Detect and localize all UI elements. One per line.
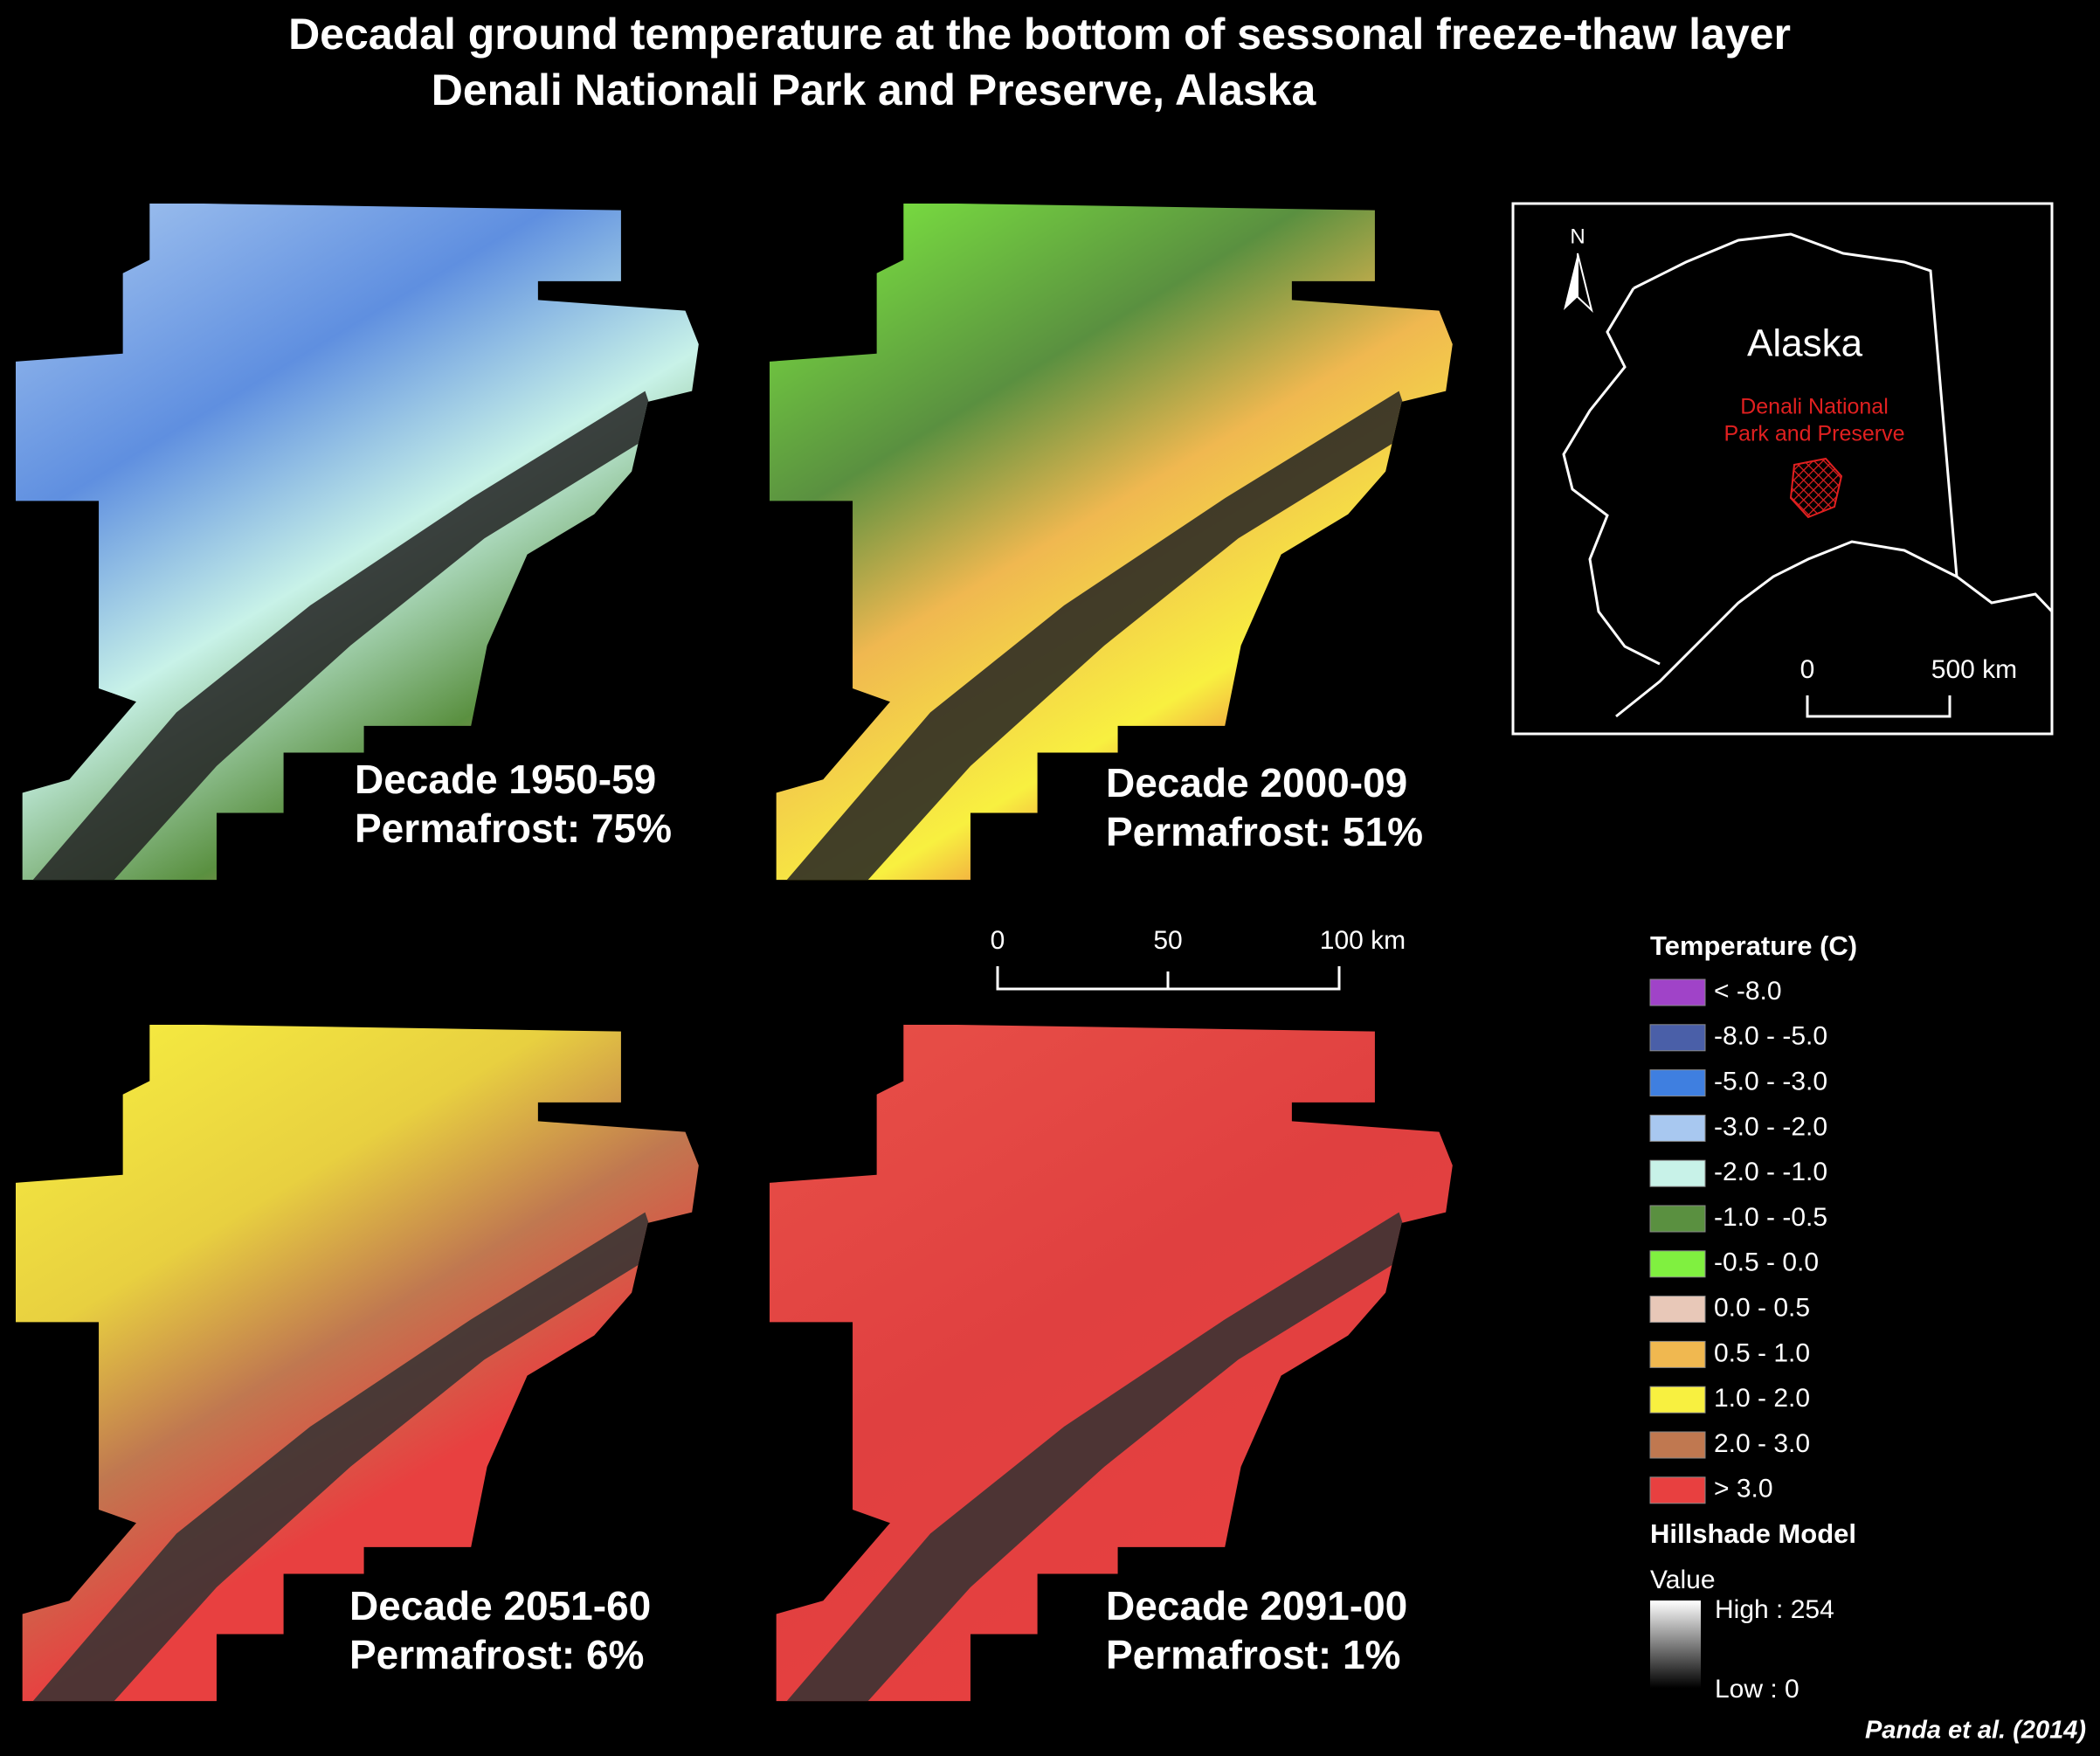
legend-swatch (1649, 1431, 1706, 1459)
permafrost-label: Permafrost: 1% (1106, 1632, 1400, 1677)
scale-label: 0 (991, 926, 1005, 955)
legend-label: 0.5 - 1.0 (1714, 1338, 1810, 1367)
legend-label: -8.0 - -5.0 (1714, 1022, 1827, 1051)
park-label: Denali National (1740, 395, 1889, 419)
inset-map: N Alaska Denali National Park and Preser… (1511, 202, 2054, 736)
scale-bar: 0 50 100 km (991, 926, 1406, 991)
map-panel (16, 204, 699, 881)
map-panel (770, 204, 1453, 881)
permafrost-label: Permafrost: 51% (1106, 809, 1423, 854)
legend-title: Temperature (C) (1650, 930, 1857, 961)
legend-label: -3.0 - -2.0 (1714, 1112, 1827, 1141)
scale-label: 50 (1153, 926, 1182, 955)
legend-swatch (1649, 1476, 1706, 1504)
legend-label: -1.0 - -0.5 (1714, 1203, 1827, 1232)
map-panel (16, 1025, 699, 1702)
hillshade-title: Hillshade Model (1650, 1518, 1856, 1549)
permafrost-label: Permafrost: 75% (355, 805, 672, 851)
citation: Panda et al. (2014) (1865, 1717, 2086, 1745)
legend-swatch (1649, 1114, 1706, 1142)
legend-label: < -8.0 (1714, 977, 1782, 1006)
legend-swatch (1649, 1159, 1706, 1187)
north-label: N (1570, 225, 1585, 248)
hillshade-ramp (1650, 1600, 1701, 1688)
decade-label: Decade 1950-59 (355, 757, 656, 802)
legend-swatch (1649, 1340, 1706, 1368)
subtitle: Denali Nationali Park and Preserve, Alas… (432, 66, 1317, 114)
decade-label: Decade 2000-09 (1106, 760, 1407, 805)
legend-swatch (1649, 1386, 1706, 1414)
map-panel (770, 1025, 1453, 1702)
legend: Temperature (C) Hillshade Model Value Hi… (1649, 930, 1857, 1704)
scale-label: 100 km (1320, 926, 1406, 955)
legend-swatch (1649, 1296, 1706, 1324)
legend-label: -2.0 - -1.0 (1714, 1158, 1827, 1186)
decade-label: Decade 2091-00 (1106, 1583, 1407, 1628)
legend-label: 1.0 - 2.0 (1714, 1384, 1810, 1413)
park-label: Park and Preserve (1724, 422, 1904, 446)
legend-label: -5.0 - -3.0 (1714, 1068, 1827, 1096)
permafrost-label: Permafrost: 6% (349, 1632, 644, 1677)
hillshade-high: High : 254 (1715, 1595, 1834, 1624)
legend-label: 2.0 - 3.0 (1714, 1429, 1810, 1458)
legend-label: > 3.0 (1714, 1475, 1773, 1504)
title: Decadal ground temperature at the bottom… (288, 10, 1791, 59)
hillshade-value: Value (1650, 1566, 1716, 1594)
legend-label: 0.0 - 0.5 (1714, 1294, 1810, 1323)
legend-swatch (1649, 978, 1706, 1006)
scale-label: 0 (1800, 655, 1815, 684)
legend-swatch (1649, 1250, 1706, 1278)
region-label: Alaska (1747, 322, 1863, 365)
decade-label: Decade 2051-60 (349, 1583, 651, 1628)
scale-label: 500 km (1931, 655, 2017, 684)
legend-swatch (1649, 1024, 1706, 1052)
hillshade-low: Low : 0 (1715, 1675, 1800, 1704)
legend-label: -0.5 - 0.0 (1714, 1248, 1819, 1277)
legend-swatch (1649, 1069, 1706, 1097)
legend-swatch (1649, 1205, 1706, 1233)
